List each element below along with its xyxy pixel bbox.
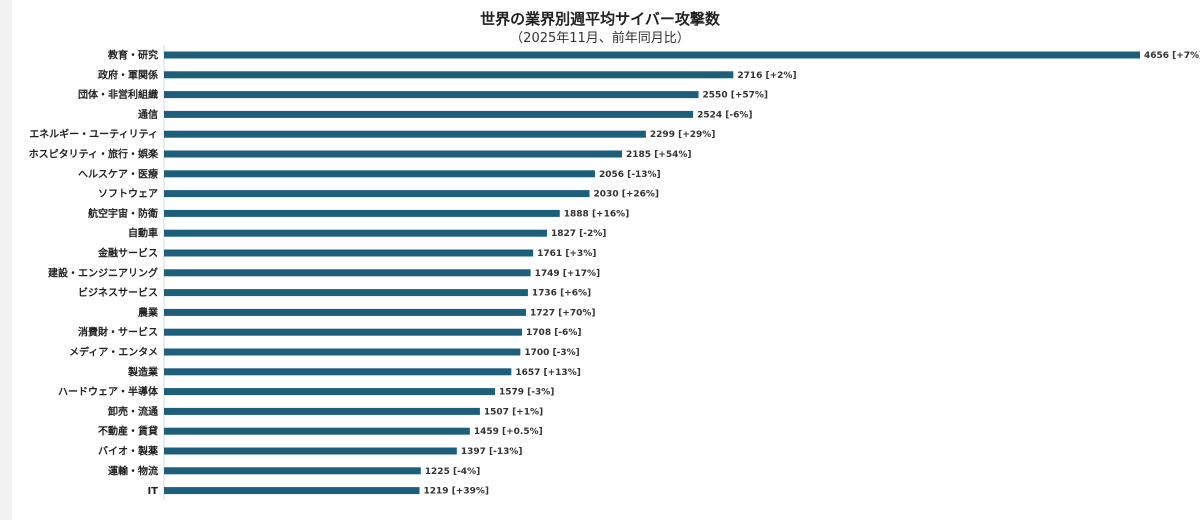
value-label: 2030 [+26%] bbox=[594, 190, 660, 200]
bar bbox=[164, 249, 534, 257]
bar bbox=[164, 487, 420, 495]
value-label: 2716 [+2%] bbox=[737, 71, 796, 81]
category-label: ホスピタリティ・旅行・娯楽 bbox=[29, 148, 159, 161]
category-label: 製造業 bbox=[127, 365, 159, 378]
bar bbox=[164, 130, 646, 138]
bar bbox=[164, 190, 590, 198]
bar bbox=[164, 150, 623, 158]
category-label: 建設・エンジニアリング bbox=[47, 266, 158, 279]
value-label: 1727 [+70%] bbox=[530, 308, 596, 318]
value-label: 2524 [-6%] bbox=[697, 110, 752, 120]
bar bbox=[164, 328, 523, 336]
value-label: 1700 [-3%] bbox=[524, 348, 579, 358]
bar bbox=[164, 209, 560, 217]
bar bbox=[164, 427, 470, 435]
category-label: バイオ・製薬 bbox=[98, 445, 159, 458]
bar bbox=[164, 467, 421, 475]
category-label: 教育・研究 bbox=[107, 49, 158, 62]
category-label: メディア・エンタメ bbox=[69, 346, 158, 359]
bar bbox=[164, 269, 531, 277]
category-label: 消費財・サービス bbox=[78, 326, 158, 339]
bar bbox=[164, 51, 1140, 59]
category-label: 農業 bbox=[138, 306, 159, 319]
chart-subtitle: （2025年11月、前年同月比） bbox=[510, 31, 690, 46]
value-label: 1219 [+39%] bbox=[424, 487, 490, 497]
bar bbox=[164, 308, 527, 316]
bar bbox=[164, 368, 512, 376]
bar bbox=[164, 388, 495, 396]
category-label: IT bbox=[147, 486, 158, 497]
value-label: 1827 [-2%] bbox=[551, 229, 606, 239]
bar bbox=[164, 348, 521, 356]
value-label: 2550 [+57%] bbox=[703, 91, 769, 101]
value-label: 1507 [+1%] bbox=[484, 407, 543, 417]
value-label: 2185 [+54%] bbox=[626, 150, 692, 160]
chart-title: 世界の業界別週平均サイバー攻撃数 bbox=[480, 10, 720, 28]
category-label: 通信 bbox=[138, 108, 158, 121]
category-label: ヘルスケア・医療 bbox=[78, 167, 158, 180]
value-label: 1579 [-3%] bbox=[499, 388, 554, 398]
value-label: 1397 [-13%] bbox=[461, 447, 523, 457]
value-label: 1761 [+3%] bbox=[537, 249, 596, 259]
left-edge-shade bbox=[0, 0, 12, 520]
category-label: 政府・軍関係 bbox=[98, 68, 158, 81]
value-label: 2299 [+29%] bbox=[650, 130, 716, 140]
value-label: 1657 [+13%] bbox=[515, 368, 581, 378]
bar bbox=[164, 91, 699, 99]
value-label: 2056 [-13%] bbox=[599, 170, 661, 180]
category-label: ソフトウェア bbox=[98, 188, 158, 200]
bar bbox=[164, 229, 547, 237]
value-label: 1708 [-6%] bbox=[526, 328, 581, 338]
value-label: 4656 [+7%] bbox=[1144, 51, 1200, 61]
category-label: 運輸・物流 bbox=[108, 464, 158, 477]
value-label: 1225 [-4%] bbox=[425, 467, 480, 477]
value-label: 1736 [+6%] bbox=[532, 289, 591, 299]
bar bbox=[164, 447, 457, 455]
value-label: 1888 [+16%] bbox=[564, 209, 630, 219]
bar bbox=[164, 170, 595, 178]
category-label: 金融サービス bbox=[97, 247, 158, 260]
category-label: 自動車 bbox=[128, 227, 158, 240]
bar bbox=[164, 407, 480, 415]
category-label: 航空宇宙・防衛 bbox=[88, 207, 158, 220]
category-label: ビジネスサービス bbox=[78, 286, 158, 299]
value-label: 1459 [+0.5%] bbox=[474, 427, 543, 437]
category-label: ハードウェア・半導体 bbox=[58, 385, 159, 398]
category-label: 不動産・賃貸 bbox=[98, 425, 158, 438]
bar bbox=[164, 71, 734, 79]
category-label: 団体・非営利組織 bbox=[78, 88, 158, 101]
category-label: エネルギー・ユーティリティ bbox=[29, 128, 158, 141]
bar bbox=[164, 110, 694, 118]
category-label: 卸売・流通 bbox=[108, 405, 158, 418]
bar bbox=[164, 289, 528, 297]
value-label: 1749 [+17%] bbox=[535, 269, 601, 279]
